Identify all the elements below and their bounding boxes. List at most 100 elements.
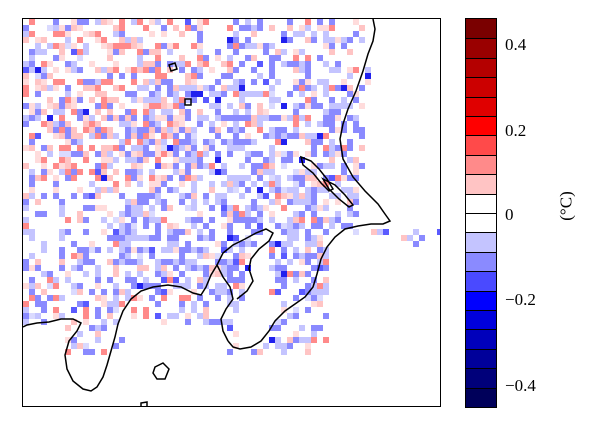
anomaly-pixel — [317, 163, 323, 169]
anomaly-pixel — [47, 43, 53, 49]
anomaly-pixel — [77, 97, 83, 103]
anomaly-pixel — [59, 43, 65, 49]
anomaly-pixel — [125, 211, 131, 217]
anomaly-pixel — [71, 283, 77, 289]
colorbar-bin — [466, 154, 496, 175]
anomaly-pixel — [311, 85, 317, 91]
anomaly-pixel — [275, 127, 281, 133]
anomaly-pixel — [263, 157, 269, 163]
anomaly-pixel — [23, 103, 29, 109]
anomaly-pixel — [137, 67, 143, 73]
anomaly-pixel — [155, 259, 161, 265]
anomaly-pixel — [137, 283, 143, 289]
anomaly-pixel — [191, 289, 197, 295]
anomaly-pixel — [221, 223, 227, 229]
anomaly-pixel — [65, 61, 71, 67]
anomaly-pixel — [311, 31, 317, 37]
anomaly-pixel — [107, 163, 113, 169]
anomaly-pixel — [119, 151, 125, 157]
anomaly-pixel — [35, 103, 41, 109]
anomaly-pixel — [221, 211, 227, 217]
colorbar-bin — [466, 232, 496, 252]
anomaly-pixel — [95, 103, 101, 109]
anomaly-pixel — [113, 271, 119, 277]
anomaly-pixel — [179, 85, 185, 91]
anomaly-pixel — [311, 211, 317, 217]
anomaly-pixel — [251, 205, 257, 211]
anomaly-pixel — [71, 25, 77, 31]
anomaly-pixel — [203, 199, 209, 205]
anomaly-pixel — [83, 157, 89, 163]
anomaly-pixel — [167, 187, 173, 193]
anomaly-pixel — [335, 199, 341, 205]
anomaly-pixel — [203, 247, 209, 253]
anomaly-pixel — [323, 277, 329, 283]
anomaly-pixel — [83, 343, 89, 349]
anomaly-pixel — [179, 97, 185, 103]
anomaly-pixel — [227, 67, 233, 73]
anomaly-pixel — [299, 49, 305, 55]
anomaly-pixel — [119, 337, 125, 343]
anomaly-pixel — [95, 313, 101, 319]
anomaly-pixel — [137, 259, 143, 265]
anomaly-pixel — [29, 67, 35, 73]
anomaly-pixel — [353, 91, 359, 97]
anomaly-pixel — [29, 229, 35, 235]
anomaly-pixel — [71, 151, 77, 157]
anomaly-pixel — [371, 229, 377, 235]
anomaly-pixel — [251, 229, 257, 235]
anomaly-pixel — [107, 43, 113, 49]
anomaly-pixel — [161, 205, 167, 211]
anomaly-pixel — [281, 157, 287, 163]
anomaly-pixel — [215, 271, 221, 277]
anomaly-pixel — [287, 175, 293, 181]
anomaly-pixel — [65, 163, 71, 169]
anomaly-pixel — [257, 151, 263, 157]
anomaly-pixel — [299, 133, 305, 139]
anomaly-pixel — [275, 265, 281, 271]
anomaly-pixel — [281, 103, 287, 109]
anomaly-pixel — [83, 49, 89, 55]
anomaly-pixel — [347, 85, 353, 91]
anomaly-pixel — [215, 91, 221, 97]
anomaly-pixel — [329, 49, 335, 55]
anomaly-pixel — [167, 229, 173, 235]
anomaly-pixel — [341, 43, 347, 49]
anomaly-pixel — [119, 43, 125, 49]
anomaly-pixel — [323, 217, 329, 223]
anomaly-pixel — [329, 97, 335, 103]
anomaly-pixel — [71, 337, 77, 343]
anomaly-pixel — [137, 163, 143, 169]
anomaly-pixel — [113, 67, 119, 73]
anomaly-pixel — [287, 241, 293, 247]
anomaly-pixel — [113, 181, 119, 187]
anomaly-pixel — [311, 163, 317, 169]
anomaly-pixel — [131, 205, 137, 211]
anomaly-pixel — [167, 259, 173, 265]
anomaly-pixel — [53, 181, 59, 187]
anomaly-pixel — [185, 319, 191, 325]
anomaly-pixel — [65, 85, 71, 91]
anomaly-pixel — [413, 229, 419, 235]
anomaly-pixel — [149, 217, 155, 223]
anomaly-pixel — [131, 19, 137, 25]
anomaly-pixel — [161, 175, 167, 181]
anomaly-pixel — [293, 229, 299, 235]
anomaly-pixel — [143, 133, 149, 139]
anomaly-pixel — [65, 337, 71, 343]
anomaly-pixel — [185, 115, 191, 121]
anomaly-pixel — [47, 85, 53, 91]
anomaly-pixel — [269, 163, 275, 169]
anomaly-pixel — [281, 133, 287, 139]
anomaly-pixel — [317, 187, 323, 193]
anomaly-pixel — [149, 103, 155, 109]
anomaly-pixel — [35, 301, 41, 307]
anomaly-pixel — [185, 265, 191, 271]
anomaly-pixel — [173, 25, 179, 31]
anomaly-pixel — [233, 175, 239, 181]
anomaly-pixel — [131, 199, 137, 205]
anomaly-pixel — [179, 55, 185, 61]
anomaly-pixel — [149, 247, 155, 253]
anomaly-pixel — [215, 49, 221, 55]
anomaly-pixel — [47, 115, 53, 121]
